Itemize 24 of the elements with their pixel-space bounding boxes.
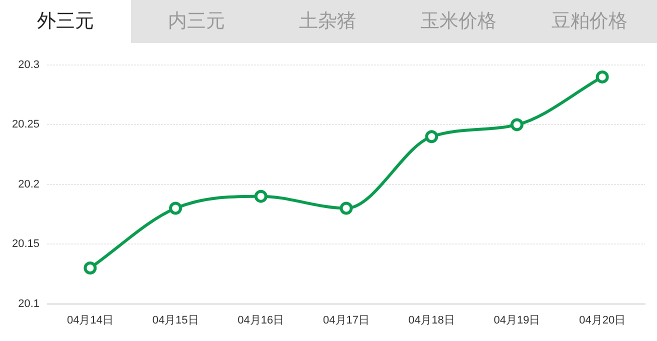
y-tick-label: 20.1: [18, 298, 40, 310]
point: [169, 202, 182, 215]
x-tick-label: 04月17日: [323, 314, 370, 326]
text: 玉米价格: [420, 9, 498, 34]
point: [84, 261, 97, 274]
y-tick-label: 20.3: [18, 59, 40, 72]
text: 豆粕价格: [550, 9, 628, 34]
point: [425, 130, 438, 144]
point: [340, 202, 353, 215]
point: [510, 118, 524, 132]
x-tick-label: 04月18日: [408, 314, 455, 326]
x-tick-label: 04月20日: [579, 314, 626, 326]
y-tick-label: 20.15: [12, 238, 40, 250]
x-tick-label: 04月14日: [66, 314, 114, 326]
x-tick-label: 04月15日: [152, 314, 199, 326]
x-tick-label: 04月19日: [494, 314, 540, 326]
text: 内三元: [167, 9, 226, 34]
point: [254, 190, 268, 203]
chart-title: 外三元: [0, 0, 131, 43]
y-tick-label: 20.2: [18, 178, 40, 190]
y-tick-label: 20.25: [12, 118, 40, 131]
x-tick-label: 04月16日: [238, 314, 284, 326]
point: [596, 70, 609, 84]
text: 土杂猪: [298, 9, 357, 34]
